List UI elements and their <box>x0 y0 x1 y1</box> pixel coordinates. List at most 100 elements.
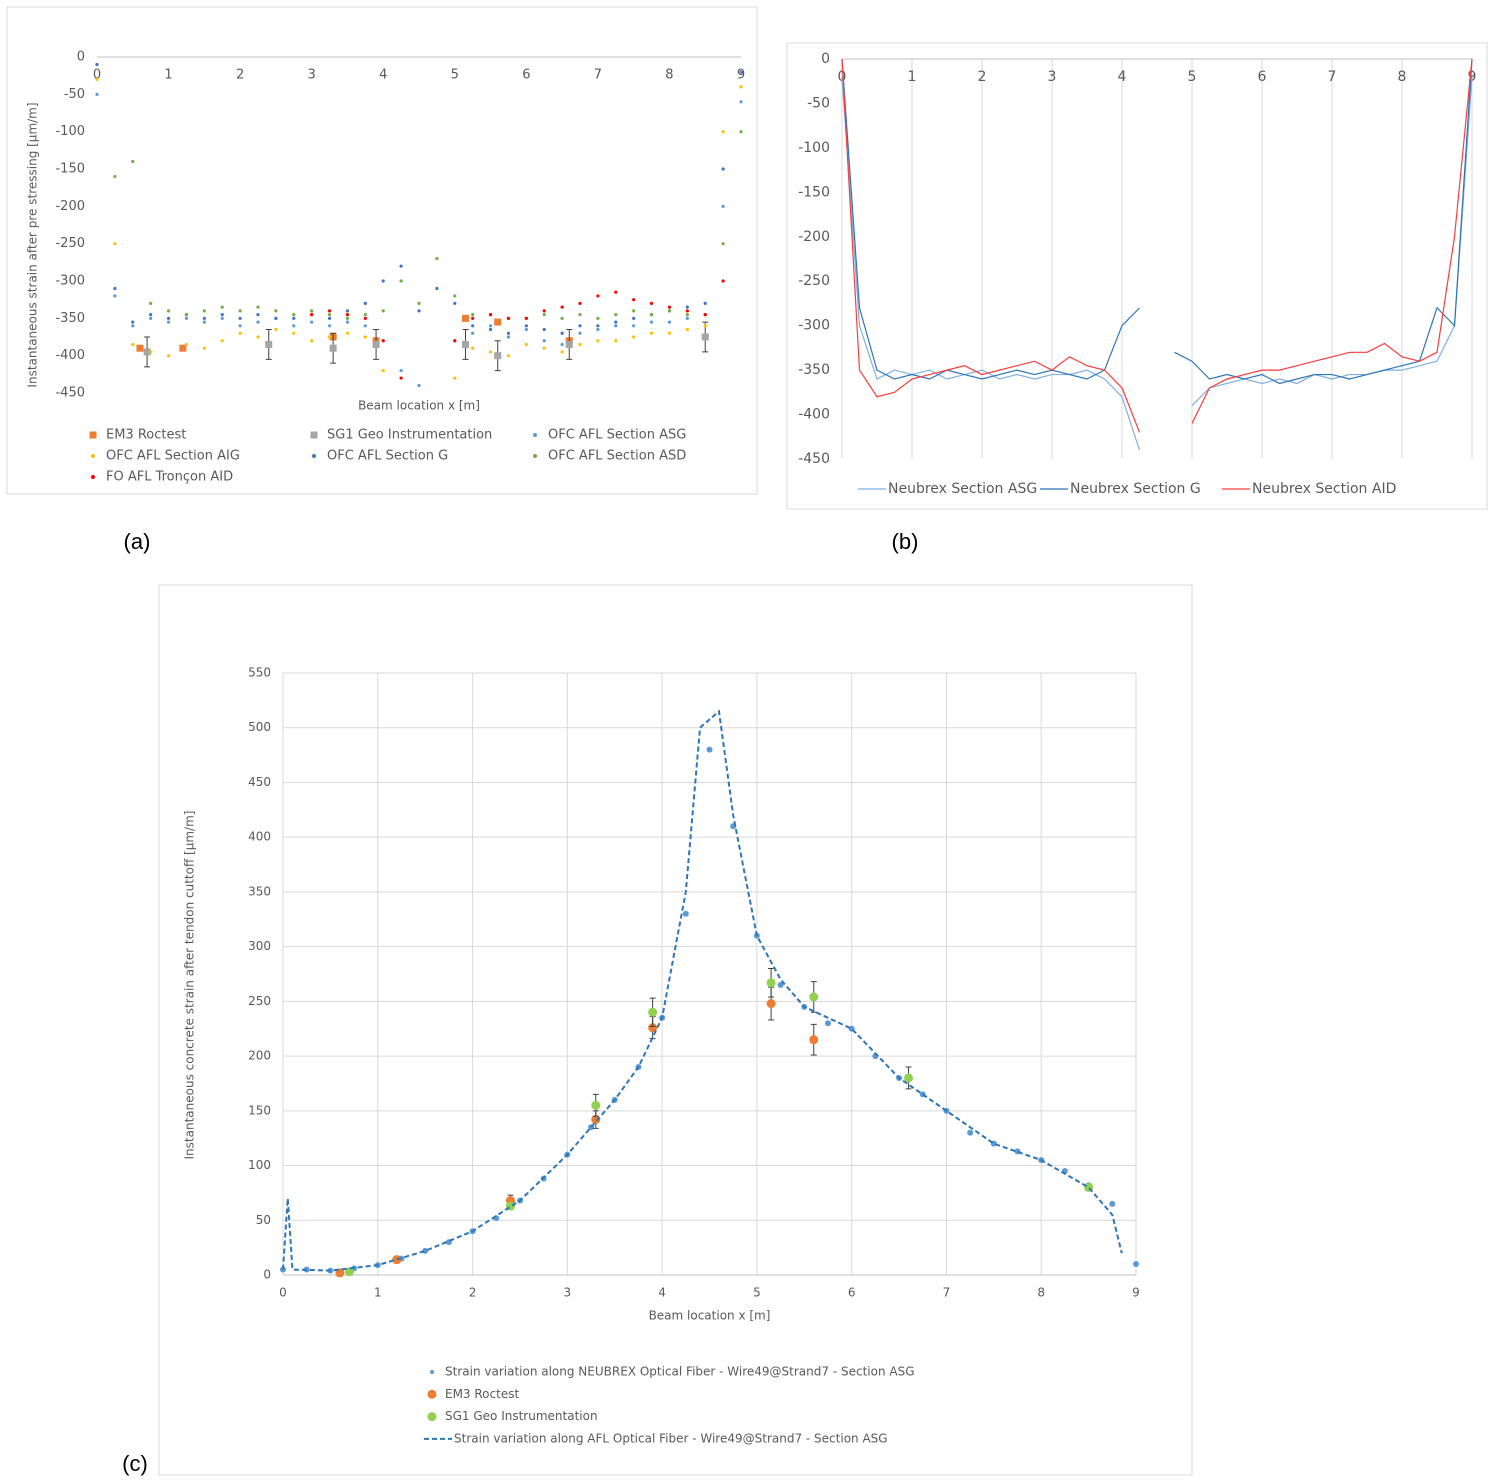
chart-frame <box>6 6 758 495</box>
data-point <box>542 327 546 332</box>
legend-label: SG1 Geo Instrumentation <box>445 1409 598 1423</box>
legend-label: Strain variation along NEUBREX Optical F… <box>445 1365 915 1379</box>
legend-label: OFC AFL Section AIG <box>106 449 240 464</box>
x-tick-label: 8 <box>1037 1286 1045 1300</box>
x-axis-title: Beam location x [m] <box>649 1309 771 1323</box>
x-tick-label: 3 <box>564 1286 572 1300</box>
data-point <box>345 320 350 324</box>
data-point <box>1133 1261 1139 1268</box>
data-point <box>766 999 776 1009</box>
x-tick-label: 6 <box>848 1286 856 1300</box>
data-point <box>310 320 314 324</box>
x-tick-label: 0 <box>93 68 101 83</box>
data-point <box>381 339 385 343</box>
series-line <box>841 76 1473 451</box>
data-point <box>632 324 636 328</box>
data-point <box>265 340 273 348</box>
data-point <box>524 316 528 320</box>
y-tick-label: 250 <box>248 994 271 1008</box>
data-point <box>739 100 743 104</box>
data-point <box>591 1100 601 1110</box>
data-point <box>166 309 171 313</box>
data-point <box>614 290 618 294</box>
y-tick-label: 150 <box>248 1103 271 1117</box>
data-point <box>591 1115 601 1125</box>
legend-label: OFC AFL Section ASD <box>548 449 686 464</box>
x-tick-label: 3 <box>1048 69 1057 85</box>
data-point <box>399 264 403 268</box>
data-point <box>560 316 564 320</box>
data-point <box>560 342 564 347</box>
data-point <box>327 316 332 320</box>
panel-label: (a) <box>124 529 151 554</box>
panel-label: (b) <box>892 529 919 554</box>
data-point <box>809 1035 819 1045</box>
data-point <box>703 301 707 305</box>
data-point <box>471 324 475 328</box>
y-tick-label: -150 <box>55 162 85 177</box>
data-point <box>649 313 654 317</box>
data-point <box>238 324 242 328</box>
data-point <box>327 324 332 328</box>
x-tick-label: 4 <box>658 1286 666 1300</box>
series-line <box>282 709 1123 1272</box>
data-point <box>113 294 117 298</box>
data-point <box>292 331 296 335</box>
data-point <box>578 301 582 305</box>
data-point <box>292 324 296 328</box>
y-tick-label: 400 <box>248 830 271 844</box>
data-point <box>560 305 564 309</box>
data-point <box>471 346 475 350</box>
data-point <box>453 294 457 298</box>
data-point <box>238 331 242 335</box>
data-point <box>363 324 367 328</box>
data-point <box>399 279 403 283</box>
data-point <box>95 92 99 96</box>
data-point <box>202 320 206 324</box>
y-tick-label: -400 <box>55 348 85 363</box>
data-point <box>166 320 171 324</box>
data-point <box>363 301 367 305</box>
data-point <box>238 309 242 313</box>
data-point <box>220 316 224 320</box>
legend-label: FO AFL Tronçon AID <box>106 470 233 485</box>
x-tick-label: 7 <box>943 1286 951 1300</box>
data-point <box>381 369 385 373</box>
data-point <box>614 313 618 317</box>
y-tick-label: -350 <box>55 311 85 326</box>
x-tick-label: 4 <box>379 68 387 83</box>
legend-symbol <box>427 1389 437 1399</box>
y-tick-label: -200 <box>798 229 830 245</box>
data-point <box>113 286 117 291</box>
data-point <box>256 335 260 339</box>
data-point <box>95 62 99 67</box>
legend-symbol <box>89 431 97 439</box>
data-point <box>1109 1200 1116 1207</box>
legend-symbol <box>91 475 95 479</box>
data-point <box>685 313 689 317</box>
data-point <box>721 130 725 134</box>
y-tick-label: -350 <box>798 362 830 378</box>
legend-symbol <box>533 433 537 437</box>
y-tick-label: -450 <box>55 386 85 401</box>
data-point <box>329 344 337 352</box>
data-point <box>596 316 600 320</box>
y-tick-label: 550 <box>248 666 271 680</box>
data-point <box>327 313 332 317</box>
data-point <box>721 242 725 246</box>
data-point <box>149 301 153 305</box>
data-point <box>703 313 707 317</box>
y-tick-label: -200 <box>55 199 85 214</box>
data-point <box>596 339 600 343</box>
data-point <box>363 313 367 317</box>
x-tick-label: 2 <box>978 69 987 85</box>
data-point <box>560 331 564 335</box>
data-point <box>131 159 135 164</box>
x-tick-label: 1 <box>164 68 172 83</box>
data-point <box>682 910 689 917</box>
data-point <box>149 316 153 320</box>
data-point <box>220 305 224 309</box>
data-point <box>766 978 776 988</box>
y-tick-label: 450 <box>248 775 271 789</box>
data-point <box>614 320 618 324</box>
